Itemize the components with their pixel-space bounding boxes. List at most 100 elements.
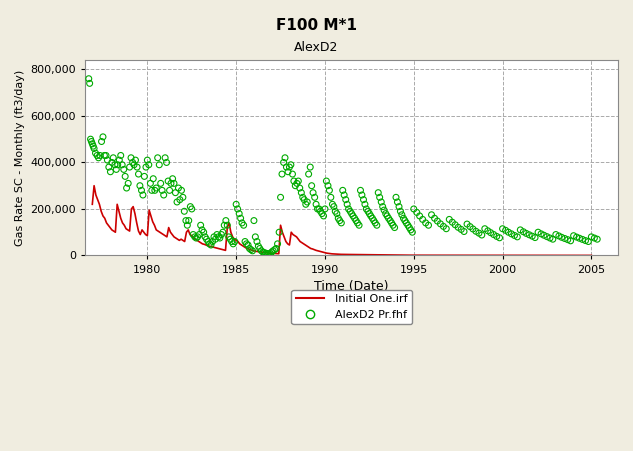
- Point: [89, 145, 99, 152]
- Point: [166, 180, 176, 187]
- Point: [332, 210, 342, 217]
- Point: [556, 234, 567, 241]
- Point: [85, 136, 96, 143]
- Point: [169, 180, 179, 187]
- Point: [353, 219, 363, 226]
- Point: [185, 203, 196, 210]
- X-axis label: Time (Date): Time (Date): [315, 280, 389, 293]
- Point: [190, 233, 200, 240]
- Point: [317, 210, 327, 217]
- Point: [168, 175, 178, 182]
- Point: [305, 163, 315, 170]
- Point: [182, 221, 192, 229]
- Point: [418, 216, 428, 223]
- Point: [358, 196, 368, 203]
- Point: [480, 225, 490, 232]
- Point: [376, 198, 386, 206]
- Point: [172, 198, 182, 206]
- Point: [344, 205, 354, 212]
- Point: [459, 228, 469, 235]
- Point: [110, 161, 120, 168]
- Point: [129, 161, 139, 168]
- Point: [159, 191, 169, 198]
- Point: [161, 159, 172, 166]
- Point: [200, 233, 210, 240]
- Point: [336, 219, 346, 226]
- Point: [137, 187, 147, 194]
- Point: [223, 233, 234, 240]
- Point: [474, 230, 484, 237]
- Point: [324, 187, 334, 194]
- Point: [370, 219, 380, 226]
- Point: [111, 166, 122, 173]
- Point: [486, 229, 496, 236]
- Point: [515, 226, 525, 234]
- Point: [194, 231, 204, 238]
- Point: [313, 205, 323, 212]
- Point: [298, 194, 308, 201]
- Point: [406, 226, 416, 234]
- Point: [420, 219, 430, 226]
- Point: [365, 210, 375, 217]
- Point: [98, 133, 108, 140]
- Point: [208, 238, 218, 245]
- Point: [530, 234, 540, 241]
- Point: [154, 161, 165, 168]
- Point: [392, 198, 403, 206]
- Point: [394, 203, 404, 210]
- Point: [369, 217, 379, 224]
- Point: [501, 227, 511, 234]
- Point: [157, 187, 167, 194]
- Point: [510, 232, 520, 239]
- Point: [411, 209, 422, 216]
- Point: [203, 238, 213, 245]
- Point: [533, 229, 543, 236]
- Point: [518, 228, 529, 235]
- Point: [177, 187, 187, 194]
- Point: [372, 221, 382, 229]
- Point: [128, 159, 138, 166]
- Point: [122, 184, 132, 192]
- Point: [213, 233, 223, 240]
- Point: [439, 223, 449, 230]
- Point: [301, 201, 311, 208]
- Point: [187, 205, 197, 212]
- Point: [221, 217, 231, 224]
- Point: [272, 240, 282, 248]
- Point: [196, 221, 206, 229]
- Point: [228, 240, 238, 248]
- Point: [304, 170, 314, 178]
- Point: [341, 196, 351, 203]
- Point: [252, 238, 262, 245]
- Point: [384, 215, 394, 222]
- Point: [299, 196, 310, 203]
- Point: [142, 156, 153, 164]
- Point: [310, 194, 320, 201]
- Point: [471, 228, 481, 235]
- Point: [314, 205, 324, 212]
- Text: AlexD2: AlexD2: [294, 41, 339, 54]
- Point: [351, 217, 361, 224]
- Point: [118, 166, 128, 173]
- Point: [542, 233, 552, 240]
- Point: [367, 215, 377, 222]
- Point: [256, 247, 266, 254]
- Point: [253, 243, 263, 250]
- Point: [346, 210, 356, 217]
- Point: [391, 194, 401, 201]
- Point: [407, 229, 417, 236]
- Point: [545, 235, 555, 242]
- Point: [258, 249, 268, 256]
- Point: [246, 246, 256, 253]
- Point: [284, 163, 294, 170]
- Point: [322, 177, 332, 184]
- Point: [357, 191, 367, 198]
- Point: [366, 212, 376, 220]
- Point: [415, 212, 425, 220]
- Point: [262, 250, 272, 257]
- Point: [548, 235, 558, 243]
- Y-axis label: Gas Rate SC - Monthly (ft3/day): Gas Rate SC - Monthly (ft3/day): [15, 69, 25, 246]
- Point: [135, 182, 145, 189]
- Point: [120, 173, 130, 180]
- Point: [125, 163, 135, 170]
